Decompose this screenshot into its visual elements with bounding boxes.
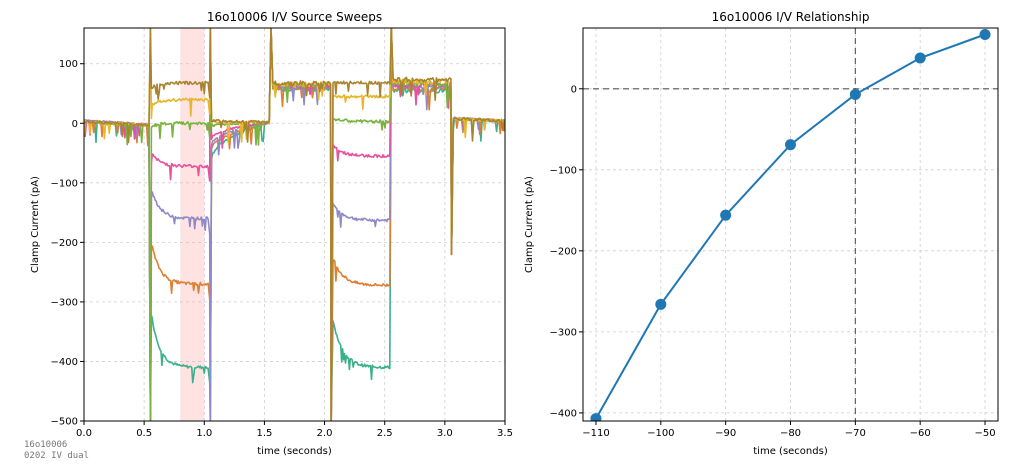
sweep-trace-7	[84, 28, 505, 421]
iv-y-tick-label: −400	[550, 408, 577, 419]
sweeps-y-label: Clamp Current (pA)	[30, 176, 41, 273]
sweeps-x-tick-label: 2.5	[377, 428, 393, 439]
sweeps-y-tick-label: 0	[72, 119, 78, 130]
iv-title: 16o10006 I/V Relationship	[712, 10, 870, 24]
sweeps-x-tick-label: 3.5	[497, 428, 513, 439]
iv-y-tick-label: −100	[550, 165, 577, 176]
iv-y-tick-label: 0	[571, 84, 577, 95]
iv-point	[785, 139, 796, 151]
iv-chart: −110 −100 −90 −80 −70 −60 −50 0 −100 −200 −300 −400…	[524, 10, 999, 457]
sweeps-y-tick-label: −200	[51, 238, 78, 249]
iv-ticks: −110 −100 −90 −80 −70 −60 −50 0 −100 −200 −300 −400	[550, 84, 996, 439]
sweeps-ticks: 0.0 0.5 1.0 1.5 2.0 2.5 3.0 3.5 100 0 −100 −200 −300…	[51, 59, 513, 439]
iv-x-tick-label: −60	[910, 428, 931, 439]
iv-point	[979, 28, 991, 40]
sweeps-x-tick-label: 1.0	[196, 428, 212, 439]
sweep-traces	[84, 28, 505, 421]
sweeps-x-tick-label: 3.0	[437, 428, 453, 439]
iv-point	[914, 52, 926, 64]
iv-x-tick-label: −70	[845, 428, 866, 439]
iv-point	[849, 88, 861, 100]
sweeps-grid	[83, 28, 506, 422]
sweeps-plot-frame	[83, 27, 506, 422]
iv-y-tick-label: −300	[550, 327, 577, 338]
sweeps-x-tick-label: 0.5	[136, 428, 152, 439]
sweeps-y-tick-label: −300	[51, 297, 78, 308]
sweeps-y-tick-label: −500	[51, 417, 78, 428]
iv-point	[590, 413, 602, 421]
sweeps-x-tick-label: 0.0	[76, 428, 92, 439]
sweeps-x-label: time (seconds)	[257, 446, 332, 457]
footer-line-2: 0202 IV dual	[24, 451, 89, 461]
iv-x-tick-label: −110	[582, 428, 609, 439]
iv-x-tick-label: −80	[780, 428, 801, 439]
sweeps-y-tick-label: −100	[51, 178, 78, 189]
iv-series	[590, 28, 991, 421]
iv-point	[655, 298, 667, 310]
iv-x-tick-label: −100	[647, 428, 674, 439]
iv-y-label: Clamp Current (pA)	[524, 176, 535, 273]
sweeps-y-tick-label: 100	[59, 59, 78, 70]
iv-x-label: time (seconds)	[753, 446, 828, 457]
sweeps-x-tick-label: 2.0	[317, 428, 333, 439]
iv-y-tick-label: −200	[550, 246, 577, 257]
iv-x-tick-label: −90	[715, 428, 736, 439]
footer-line-1: 16o10006	[24, 440, 67, 450]
sweeps-chart: 0.0 0.5 1.0 1.5 2.0 2.5 3.0 3.5 100 0 −100 −200 −300…	[30, 10, 513, 457]
iv-point	[720, 209, 732, 221]
iv-x-tick-label: −50	[974, 428, 995, 439]
iv-plot-area	[583, 28, 998, 421]
analysis-highlight-region	[180, 28, 205, 421]
sweeps-title: 16o10006 I/V Source Sweeps	[207, 10, 382, 24]
sweeps-y-tick-label: −400	[51, 357, 78, 368]
sweep-trace-6	[84, 28, 505, 421]
sweeps-x-tick-label: 1.5	[256, 428, 272, 439]
